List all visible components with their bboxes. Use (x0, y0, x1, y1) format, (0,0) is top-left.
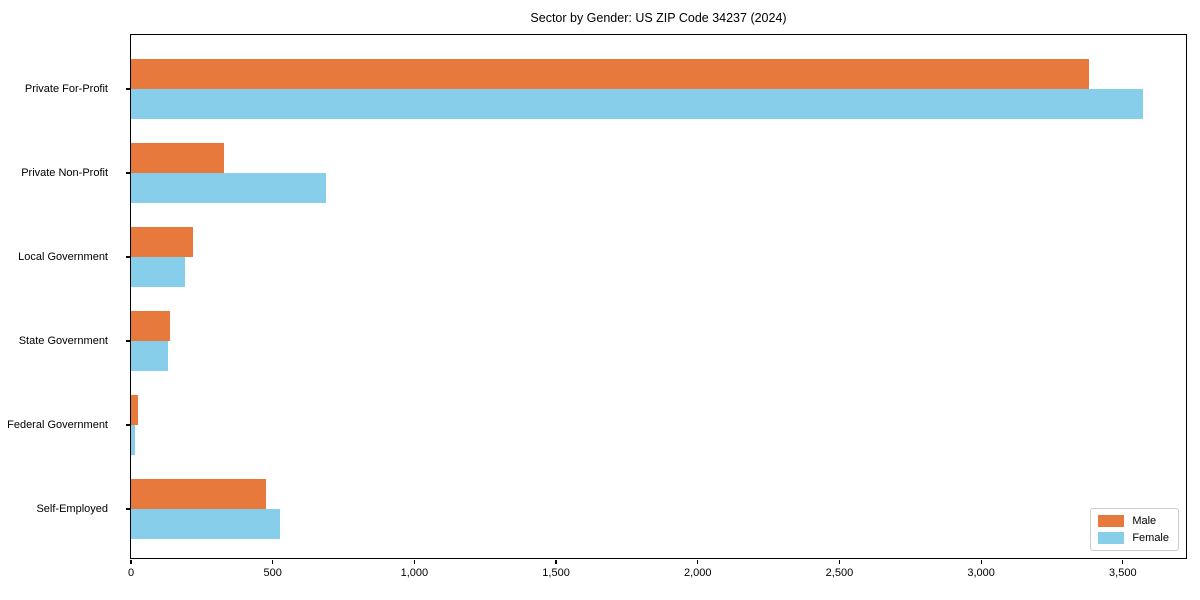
y-axis-label-private-non-profit: Private Non-Profit (21, 167, 108, 179)
bar-male-private-non-profit (131, 143, 224, 173)
legend-label-male: Male (1132, 515, 1157, 527)
bar-female-private-for-profit (131, 89, 1143, 119)
bar-male-self-employed (131, 479, 266, 509)
bar-female-federal-government (131, 425, 135, 455)
male-swatch-icon (1098, 515, 1125, 527)
y-axis-label-self-employed: Self-Employed (36, 503, 108, 515)
y-tick-mark (126, 340, 130, 342)
x-tick-label-0: 0 (127, 567, 135, 579)
y-axis-label-state-government: State Government (18, 335, 108, 347)
legend-label-female: Female (1132, 532, 1169, 544)
legend: Male Female (1090, 508, 1179, 551)
x-tick-label-3500: 3,500 (1109, 567, 1137, 579)
chart-title: Sector by Gender: US ZIP Code 34237 (202… (530, 11, 787, 25)
y-tick-mark (126, 88, 130, 90)
bar-female-local-government (131, 257, 185, 287)
bar-female-private-non-profit (131, 173, 327, 203)
x-tick-mark (555, 560, 557, 564)
x-tick-mark (838, 560, 841, 564)
bar-female-state-government (131, 341, 168, 371)
x-tick-mark (413, 560, 415, 564)
x-tick-label-500: 500 (263, 567, 282, 579)
x-tick-mark (1122, 560, 1124, 564)
y-axis-label-local-government: Local Government (18, 251, 108, 263)
y-axis-label-federal-government: Federal Government (7, 419, 108, 431)
x-tick-mark (272, 560, 274, 564)
y-tick-mark (126, 172, 130, 174)
x-tick-mark (980, 560, 982, 564)
x-tick-mark (130, 560, 132, 564)
female-swatch-icon (1098, 532, 1125, 544)
x-tick-label-3000: 3,000 (967, 567, 995, 579)
x-tick-label-1000: 1,000 (400, 567, 429, 579)
x-tick-label-2500: 2,500 (825, 567, 854, 579)
plot-area: Male Female Private For-Profit Private No… (7, 34, 1187, 579)
bar-male-private-for-profit (131, 59, 1089, 89)
x-tick-mark (697, 560, 699, 564)
y-axis-label-private-for-profit: Private For-Profit (24, 83, 108, 95)
x-tick-label-1500: 1,500 (542, 567, 570, 579)
y-tick-mark (126, 424, 130, 426)
x-tick-label-2000: 2,000 (683, 567, 712, 579)
bar-male-state-government (131, 311, 171, 341)
y-tick-mark (126, 508, 130, 510)
legend-entry-male: Male (1098, 515, 1169, 527)
bar-female-self-employed (131, 509, 281, 539)
y-tick-mark (126, 256, 130, 258)
bar-male-federal-government (131, 395, 139, 425)
bar-male-local-government (131, 227, 194, 257)
legend-entry-female: Female (1098, 532, 1169, 544)
